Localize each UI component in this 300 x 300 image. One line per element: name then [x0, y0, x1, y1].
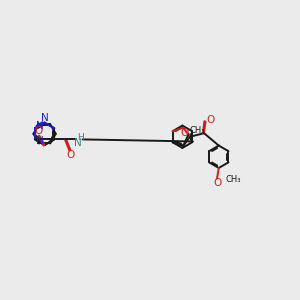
Text: N: N	[41, 113, 49, 124]
Text: CH₃: CH₃	[190, 126, 205, 135]
Text: O: O	[34, 126, 42, 136]
Text: O: O	[180, 128, 189, 138]
Text: H: H	[77, 134, 84, 142]
Text: O: O	[214, 178, 222, 188]
Text: N: N	[36, 136, 43, 146]
Text: N: N	[36, 121, 43, 131]
Text: CH₃: CH₃	[225, 175, 241, 184]
Text: O: O	[67, 150, 75, 160]
Text: N: N	[74, 138, 82, 148]
Text: O: O	[207, 115, 215, 125]
